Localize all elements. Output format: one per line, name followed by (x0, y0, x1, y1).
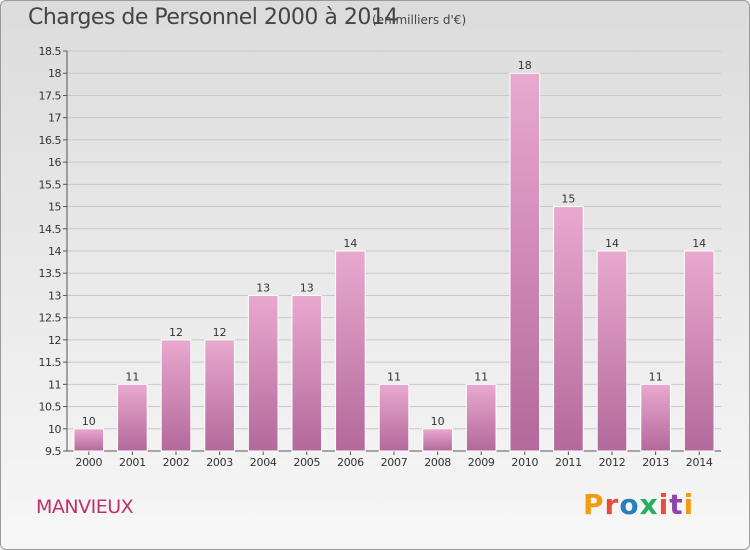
x-tick-label-2008: 2008 (424, 456, 451, 469)
bar-2006 (335, 250, 366, 452)
x-tick-label-2010: 2010 (511, 456, 538, 469)
y-tick-label: 14.5 (39, 223, 62, 236)
bar-2001 (117, 383, 148, 452)
value-label-2000: 10 (82, 415, 96, 428)
value-label-2012: 14 (605, 237, 619, 250)
value-label-2003: 12 (213, 326, 227, 339)
y-tick-label: 12.5 (39, 312, 62, 325)
y-tick-label: 16.5 (39, 134, 62, 147)
x-tick-label-2007: 2007 (381, 456, 408, 469)
value-label-2013: 11 (649, 370, 663, 383)
bar-2010 (509, 72, 541, 452)
y-tick-label: 15.5 (39, 178, 62, 191)
x-tick-label-2002: 2002 (163, 456, 190, 469)
value-label-2001: 11 (125, 370, 139, 383)
commune-name: MANVIEUX (36, 496, 134, 518)
logo-letter: t (669, 488, 684, 521)
x-tick-labels: 2000 2001 2002 2003 2004 2005 2006 2007 2008 2009… (75, 456, 713, 469)
bars (73, 72, 715, 452)
bar-2002 (160, 339, 192, 452)
value-label-2009: 11 (474, 370, 488, 383)
value-label-2004: 13 (256, 281, 270, 294)
y-tick-label: 17.5 (39, 89, 62, 102)
y-tick-label: 17 (48, 112, 61, 125)
bar-2005 (291, 294, 323, 452)
logo-letter: x (639, 488, 659, 521)
bar-2007 (378, 383, 410, 452)
proxiti-logo: Proxiti (583, 488, 694, 521)
y-tick-label: 11.5 (39, 356, 62, 369)
value-label-2011: 15 (561, 193, 575, 206)
logo-letter: o (619, 488, 640, 521)
y-tick-label: 11 (48, 378, 61, 391)
value-label-2007: 11 (387, 370, 401, 383)
bar-2011 (553, 206, 584, 452)
x-tick-label-2003: 2003 (206, 456, 233, 469)
y-tick-label: 13.5 (39, 267, 62, 280)
y-tick-label: 13 (48, 289, 61, 302)
y-tick-label: 18.5 (39, 45, 62, 58)
chart-title: Charges de Personnel 2000 à 2014 (28, 5, 398, 30)
value-label-2010: 18 (518, 59, 532, 72)
value-label-2002: 12 (169, 326, 183, 339)
x-tick-label-2014: 2014 (686, 456, 713, 469)
value-label-2006: 14 (343, 237, 357, 250)
y-tick-label: 14 (48, 245, 61, 258)
x-tick-label-2001: 2001 (119, 456, 146, 469)
value-label-2005: 13 (300, 281, 314, 294)
y-tick-label: 15 (48, 201, 61, 214)
bar-2003 (204, 339, 235, 452)
x-tick-label-2006: 2006 (337, 456, 364, 469)
logo-letter: P (583, 488, 605, 521)
x-tick-label-2005: 2005 (293, 456, 320, 469)
x-tick-label-2011: 2011 (555, 456, 582, 469)
bar-2000 (73, 428, 105, 452)
y-tick-label: 9.5 (45, 445, 61, 458)
y-tick-labels: 9.5 10 10.5 11 11.5 12 12.5 13 13.5 14 14.5 15 15.5 1… (39, 45, 62, 458)
x-tick-label-2013: 2013 (642, 456, 669, 469)
x-tick-label-2009: 2009 (468, 456, 495, 469)
value-label-2014: 14 (692, 237, 706, 250)
y-tick-label: 16 (48, 156, 61, 169)
bar-2012 (596, 250, 628, 452)
logo-letter: i (658, 488, 670, 521)
value-labels: 10 11 12 12 13 13 14 11 10 11 18 15 14 11 14 (82, 59, 706, 428)
chart-unit: (en milliers d'€) (372, 13, 467, 27)
x-tick-label-2000: 2000 (75, 456, 102, 469)
bar-2008 (422, 428, 453, 452)
y-tick-label: 10 (48, 423, 61, 436)
x-tick-label-2012: 2012 (599, 456, 626, 469)
bar-2013 (640, 383, 671, 452)
bar-2014 (683, 250, 715, 452)
y-tick-label: 10.5 (39, 401, 62, 414)
value-label-2008: 10 (431, 415, 445, 428)
bar-2009 (465, 383, 497, 452)
x-tick-label-2004: 2004 (250, 456, 277, 469)
logo-letter: i (683, 488, 695, 521)
y-tick-label: 12 (48, 334, 61, 347)
bar-2004 (247, 294, 279, 452)
logo-letter: r (604, 488, 620, 521)
y-tick-label: 18 (48, 67, 61, 80)
